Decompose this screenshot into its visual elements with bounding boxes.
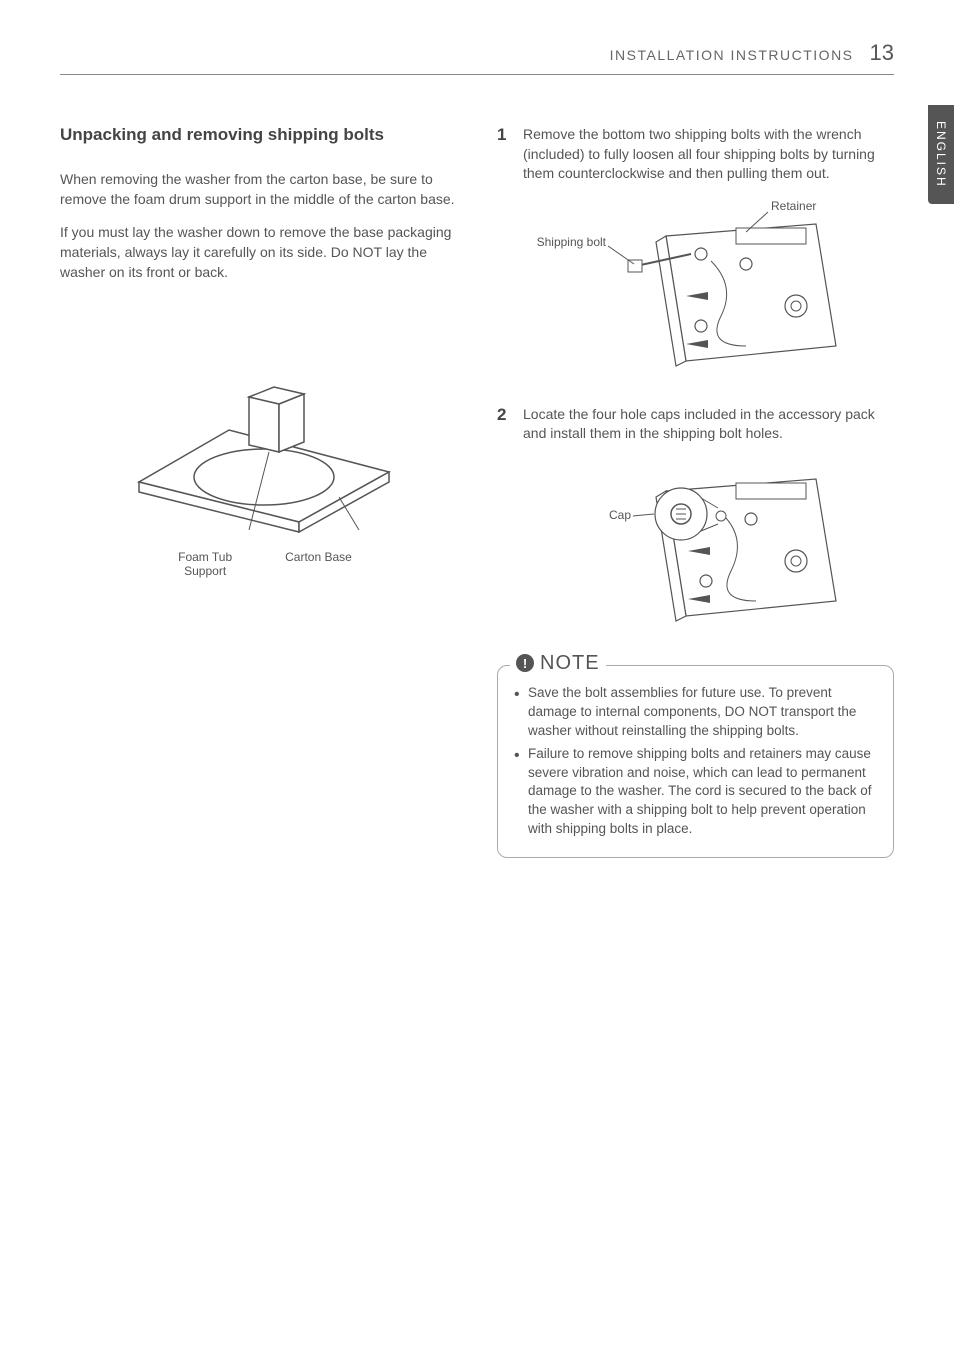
step-2-text: Locate the four hole caps included in th… bbox=[523, 405, 894, 444]
step-1-text: Remove the bottom two shipping bolts wit… bbox=[523, 125, 894, 184]
step-1-diagram: Shipping bolt Retainer bbox=[497, 196, 894, 381]
foam-tub-label: Foam Tub Support bbox=[165, 550, 245, 578]
note-item-2: Failure to remove shipping bolts and ret… bbox=[514, 745, 877, 839]
shipping-bolt-label: Shipping bolt bbox=[536, 235, 606, 249]
header-title: INSTALLATION INSTRUCTIONS bbox=[610, 47, 854, 63]
step-2-number: 2 bbox=[497, 405, 513, 444]
alert-icon: ! bbox=[516, 654, 534, 672]
retainer-label: Retainer bbox=[771, 199, 816, 213]
left-column: Unpacking and removing shipping bolts Wh… bbox=[60, 125, 457, 858]
step-1-number: 1 bbox=[497, 125, 513, 184]
note-list: Save the bolt assemblies for future use.… bbox=[514, 684, 877, 839]
note-item-1: Save the bolt assemblies for future use.… bbox=[514, 684, 877, 741]
note-header: ! NOTE bbox=[510, 652, 606, 675]
page-header: INSTALLATION INSTRUCTIONS 13 bbox=[60, 40, 894, 75]
note-title: NOTE bbox=[540, 652, 600, 675]
right-column: 1 Remove the bottom two shipping bolts w… bbox=[497, 125, 894, 858]
section-title: Unpacking and removing shipping bolts bbox=[60, 125, 457, 145]
washer-back-caps-diagram: Cap bbox=[536, 456, 856, 636]
paragraph-2: If you must lay the washer down to remov… bbox=[60, 222, 457, 283]
washer-back-bolts-diagram: Shipping bolt Retainer bbox=[536, 196, 856, 376]
cap-label: Cap bbox=[608, 508, 630, 522]
carton-base-diagram bbox=[99, 342, 419, 542]
figure-labels: Foam Tub Support Carton Base bbox=[60, 550, 457, 578]
step-1: 1 Remove the bottom two shipping bolts w… bbox=[497, 125, 894, 184]
paragraph-1: When removing the washer from the carton… bbox=[60, 169, 457, 210]
page-number: 13 bbox=[870, 40, 894, 66]
step-2: 2 Locate the four hole caps included in … bbox=[497, 405, 894, 444]
content-columns: Unpacking and removing shipping bolts Wh… bbox=[60, 125, 894, 858]
note-box: ! NOTE Save the bolt assemblies for futu… bbox=[497, 665, 894, 858]
language-tab: ENGLISH bbox=[928, 105, 954, 204]
carton-base-figure: Foam Tub Support Carton Base bbox=[60, 342, 457, 578]
step-2-diagram: Cap bbox=[497, 456, 894, 641]
carton-base-label: Carton Base bbox=[285, 550, 352, 578]
